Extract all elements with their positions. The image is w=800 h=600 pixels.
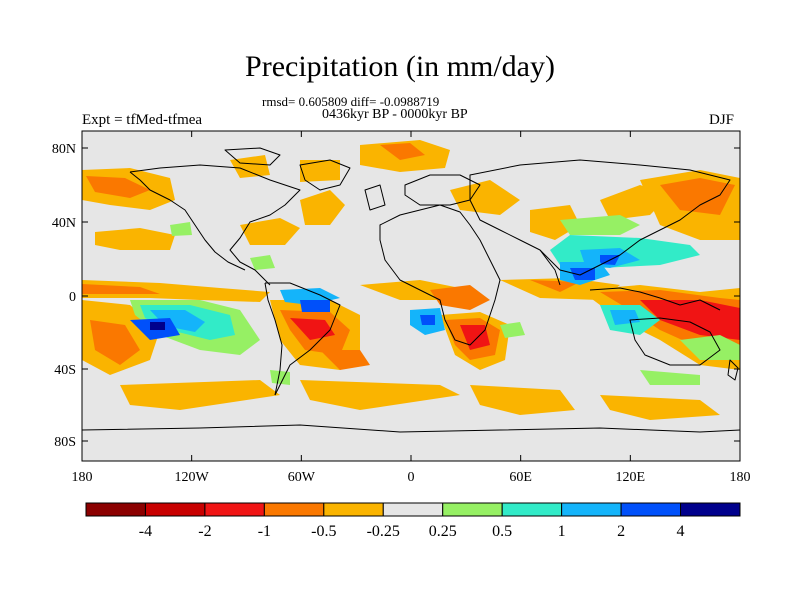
colorbar-label: 2 (617, 523, 625, 540)
colorbar-swatch (323, 502, 384, 517)
colorbar-label: -4 (139, 523, 152, 540)
colorbar-swatch (561, 502, 622, 517)
colorbar-swatch (263, 502, 325, 517)
lat-tick-label: 80S (54, 435, 76, 450)
lon-tick-label: 120W (175, 470, 210, 485)
colorbar-swatch (144, 502, 206, 517)
colorbar-label: -0.25 (367, 523, 400, 540)
colorbar-swatch (620, 502, 682, 517)
lat-tick-label: 0 (69, 290, 76, 305)
lat-tick-label: 80N (52, 142, 76, 157)
colorbar-label: 0.5 (492, 523, 512, 540)
colorbar-swatch (85, 502, 146, 517)
lon-tick-label: 60W (288, 470, 316, 485)
season-label: DJF (709, 112, 735, 128)
coastlines (81, 147, 741, 433)
colorbar-swatch (680, 502, 741, 517)
stats-label: rmsd= 0.605809 diff= -0.0988719 (262, 94, 440, 109)
colorbar-swatch (501, 502, 563, 517)
lon-tick-label: 60E (509, 470, 532, 485)
map-axes: 80N 40N 0 40S 80S 180 120W 60W 0 60E 120E 180 (52, 131, 751, 485)
colorbar-swatch (382, 502, 444, 517)
lon-tick-label: 0 (408, 470, 415, 485)
lon-tick-label: 180 (730, 470, 751, 485)
colorbar-label: -1 (258, 523, 271, 540)
lon-tick-label: 180 (72, 470, 93, 485)
colorbar-swatch (204, 502, 265, 517)
experiment-label: Expt = tfMed-tfmea (82, 112, 203, 128)
colorbar: -4 -2 -1 -0.5 -0.25 0.25 0.5 1 2 4 (85, 502, 741, 540)
map-title: Precipitation (in mm/day) (245, 50, 555, 83)
colorbar-label: 4 (677, 523, 685, 540)
colorbar-label: 1 (558, 523, 566, 540)
colorbar-label: 0.25 (429, 523, 457, 540)
period-label: 0436kyr BP - 0000kyr BP (322, 107, 468, 122)
colorbar-swatch (442, 502, 503, 517)
colorbar-label: -2 (198, 523, 211, 540)
lon-tick-label: 120E (616, 470, 646, 485)
colorbar-label: -0.5 (311, 523, 336, 540)
lat-tick-label: 40N (52, 216, 76, 231)
lat-tick-label: 40S (54, 363, 76, 378)
map-field-layer (81, 131, 741, 461)
